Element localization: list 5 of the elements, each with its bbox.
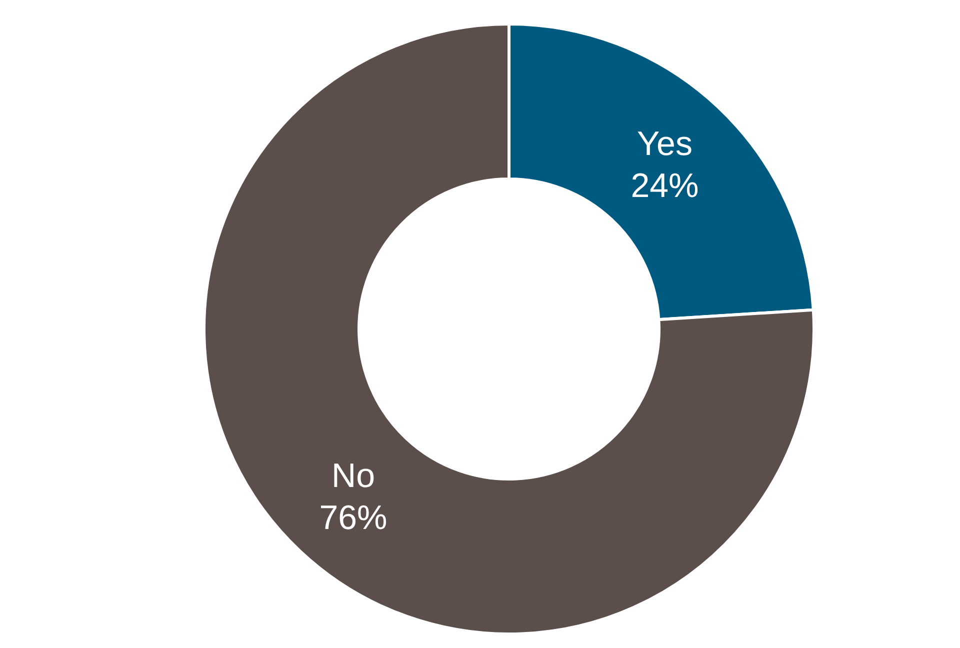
slice-label: No <box>332 456 375 495</box>
data-label: 76% <box>319 498 388 537</box>
slice-label: Yes <box>637 125 692 164</box>
donut-slice <box>202 22 815 636</box>
data-label: 24% <box>630 167 699 206</box>
